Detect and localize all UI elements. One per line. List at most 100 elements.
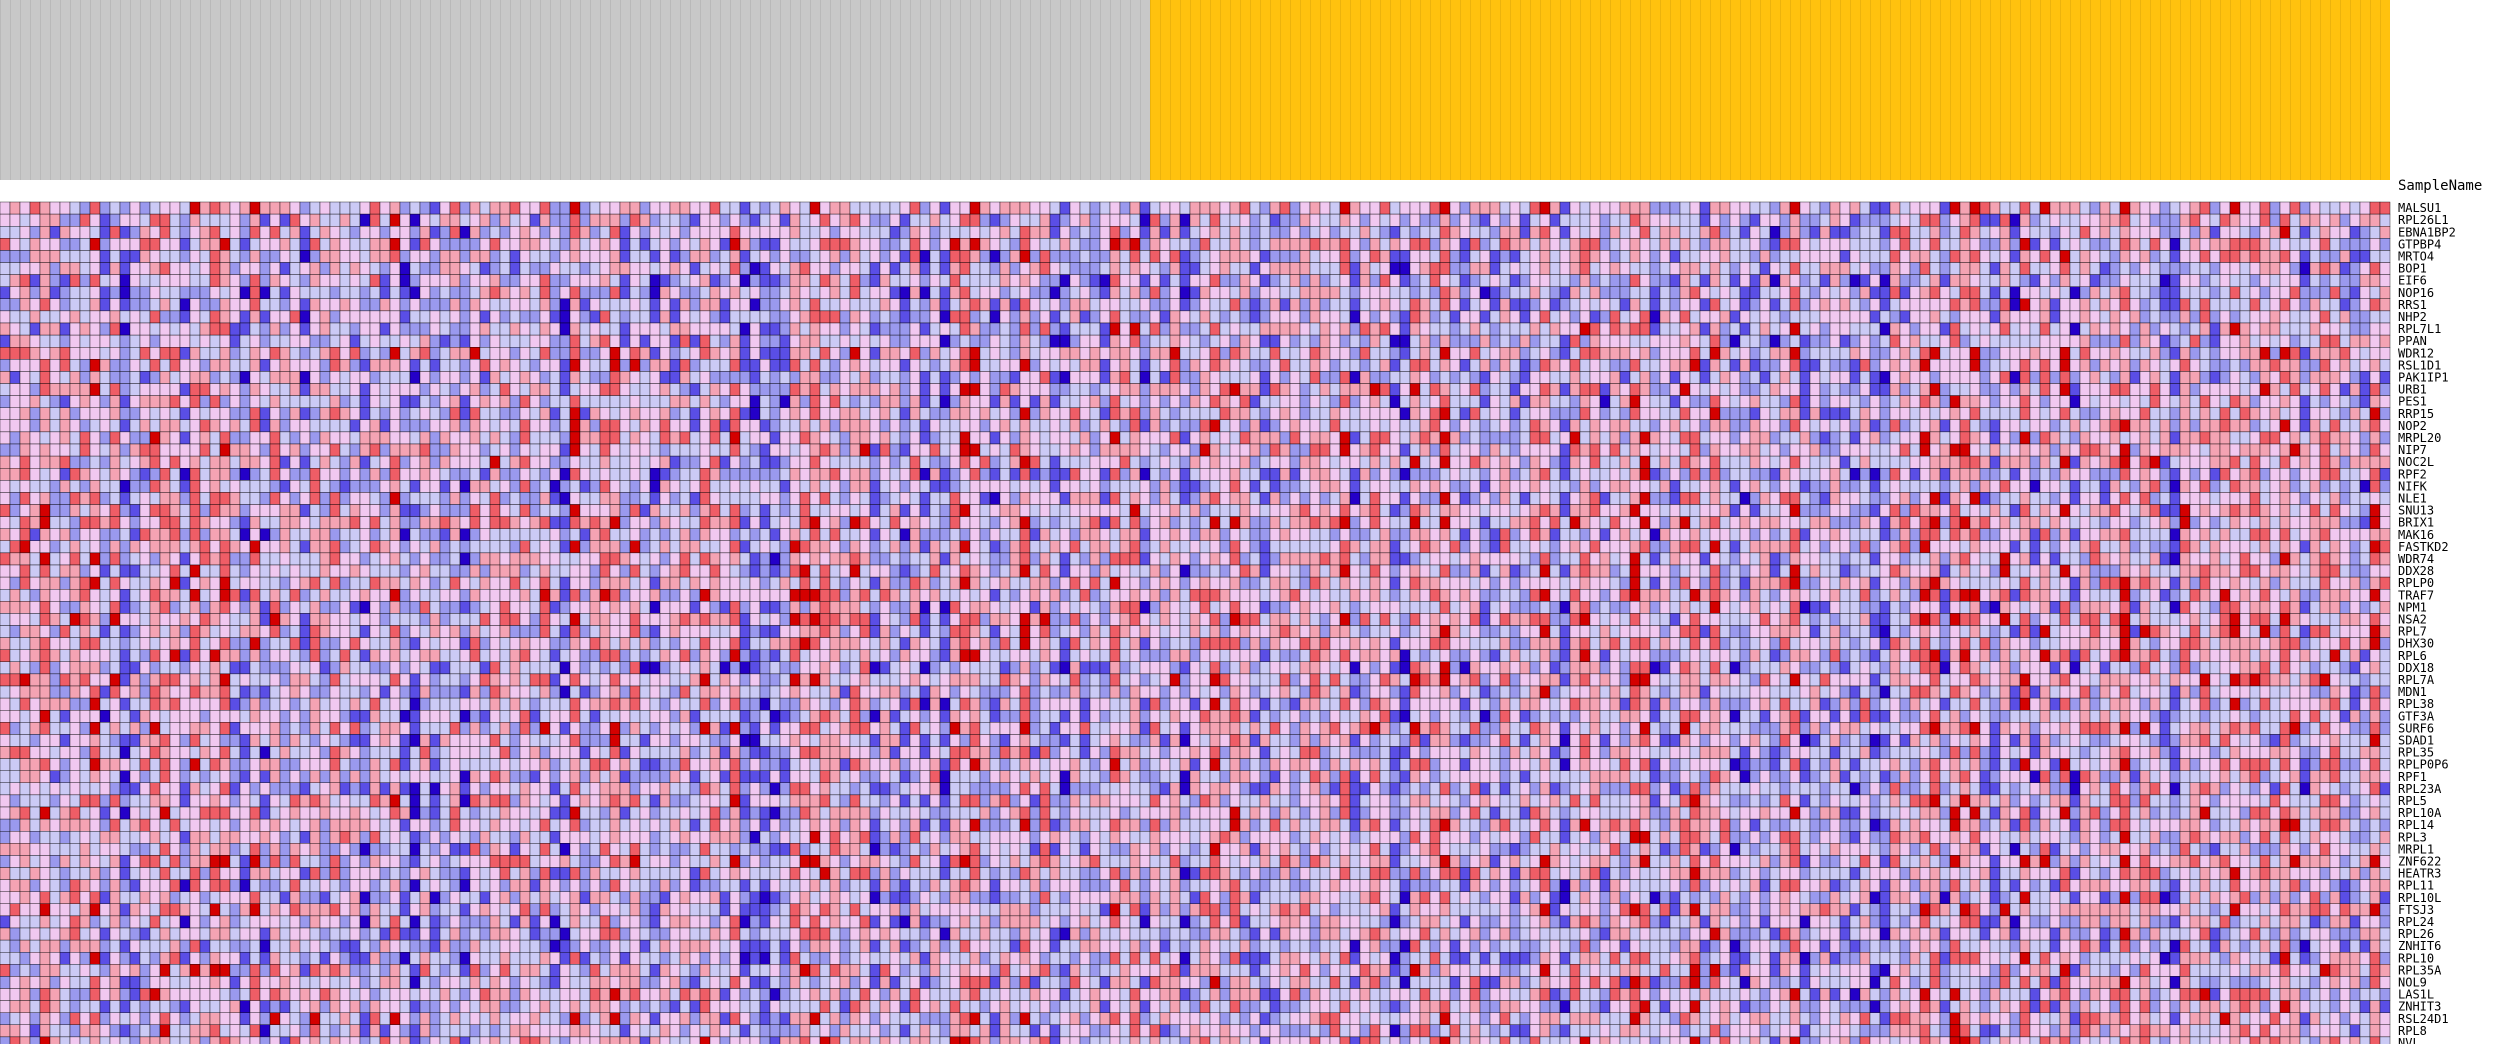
heatmap-cell — [1529, 225, 1541, 239]
heatmap-cell — [1679, 225, 1691, 239]
heatmap-cell — [1429, 262, 1441, 275]
heatmap-cell — [689, 334, 701, 348]
heatmap-cell — [879, 310, 891, 324]
heatmap-cell — [709, 201, 721, 215]
heatmap-cell — [1639, 359, 1651, 372]
heatmap-cell — [2069, 201, 2081, 215]
heatmap-cell — [2189, 250, 2201, 263]
heatmap-cell — [1129, 419, 1141, 433]
heatmap-cell — [949, 213, 961, 227]
heatmap-cell — [909, 225, 921, 239]
heatmap-cell — [2029, 322, 2041, 336]
heatmap-cell — [2199, 322, 2211, 336]
heatmap-cell — [449, 201, 461, 215]
heatmap-cell — [1289, 201, 1301, 215]
heatmap-cell — [429, 371, 441, 384]
heatmap-cell — [219, 322, 231, 336]
heatmap-cell — [1479, 334, 1491, 348]
heatmap-cell — [1199, 419, 1211, 433]
heatmap-cell — [1509, 250, 1521, 263]
heatmap-cell — [2139, 310, 2151, 324]
heatmap-cell — [619, 250, 631, 263]
heatmap-cell — [1129, 274, 1141, 287]
heatmap-cell — [849, 431, 861, 445]
heatmap-cell — [1379, 322, 1391, 336]
heatmap-cell — [1209, 225, 1221, 239]
heatmap-cell — [389, 262, 401, 275]
heatmap-cell — [969, 347, 981, 360]
heatmap-cell — [1669, 419, 1681, 433]
heatmap-cell — [669, 407, 681, 421]
heatmap-cell — [2369, 286, 2381, 300]
heatmap-cell — [649, 310, 661, 324]
heatmap-cell — [2369, 383, 2381, 396]
heatmap-cell — [399, 201, 411, 215]
heatmap-cell — [799, 310, 811, 324]
heatmap-cell — [1959, 298, 1971, 312]
heatmap-cell — [59, 201, 71, 215]
heatmap-cell — [2019, 250, 2031, 263]
heatmap-cell — [529, 201, 541, 215]
heatmap-cell — [169, 262, 181, 275]
heatmap-cell — [789, 371, 801, 384]
heatmap-cell — [679, 201, 691, 215]
heatmap-cell — [29, 334, 41, 348]
heatmap-cell — [2199, 250, 2211, 263]
heatmap-cell — [1719, 238, 1731, 251]
heatmap-cell — [2339, 238, 2351, 251]
heatmap-cell — [2069, 262, 2081, 275]
heatmap-cell — [649, 201, 661, 215]
heatmap-cell — [1869, 286, 1881, 300]
heatmap-cell — [1039, 298, 1051, 312]
heatmap-cell — [2049, 238, 2061, 251]
heatmap-cell — [609, 395, 621, 408]
heatmap-cell — [739, 310, 751, 324]
heatmap-cell — [1539, 334, 1551, 348]
heatmap-cell — [2139, 359, 2151, 372]
heatmap-cell — [1809, 238, 1821, 251]
heatmap-cell — [1779, 347, 1791, 360]
heatmap-cell — [1129, 225, 1141, 239]
heatmap-cell — [1119, 419, 1131, 433]
heatmap-cell — [1769, 274, 1781, 287]
heatmap-cell — [2089, 213, 2101, 227]
heatmap-cell — [2039, 407, 2051, 421]
heatmap-cell — [2219, 298, 2231, 312]
heatmap-cell — [1469, 310, 1481, 324]
heatmap-cell — [2299, 238, 2311, 251]
heatmap-cell — [1529, 359, 1541, 372]
heatmap-cell — [1829, 419, 1841, 433]
heatmap-cell — [1059, 322, 1071, 336]
heatmap-cell — [829, 286, 841, 300]
heatmap-cell — [2049, 274, 2061, 287]
heatmap-cell — [639, 238, 651, 251]
heatmap-cell — [109, 407, 121, 421]
heatmap-cell — [1359, 238, 1371, 251]
heatmap-cell — [49, 383, 61, 396]
heatmap-cell — [509, 250, 521, 263]
heatmap-cell — [879, 286, 891, 300]
heatmap-cell — [209, 298, 221, 312]
heatmap-cell — [669, 225, 681, 239]
heatmap-cell — [389, 201, 401, 215]
heatmap-cell — [779, 298, 791, 312]
heatmap-cell — [1889, 322, 1901, 336]
heatmap-cell — [509, 395, 521, 408]
heatmap-cell — [249, 419, 261, 433]
heatmap-cell — [109, 286, 121, 300]
heatmap-cell — [2069, 310, 2081, 324]
heatmap-cell — [1299, 286, 1311, 300]
heatmap-cell — [169, 250, 181, 263]
heatmap-cell — [2169, 310, 2181, 324]
heatmap-cell — [1719, 310, 1731, 324]
heatmap-cell — [749, 407, 761, 421]
heatmap-cell — [1819, 359, 1831, 372]
heatmap-cell — [69, 359, 81, 372]
heatmap-cell — [619, 262, 631, 275]
heatmap-cell — [2299, 347, 2311, 360]
heatmap-cell — [859, 286, 871, 300]
heatmap-cell — [2259, 371, 2271, 384]
heatmap-cell — [149, 431, 161, 445]
heatmap-cell — [189, 371, 201, 384]
heatmap-cell — [2049, 359, 2061, 372]
